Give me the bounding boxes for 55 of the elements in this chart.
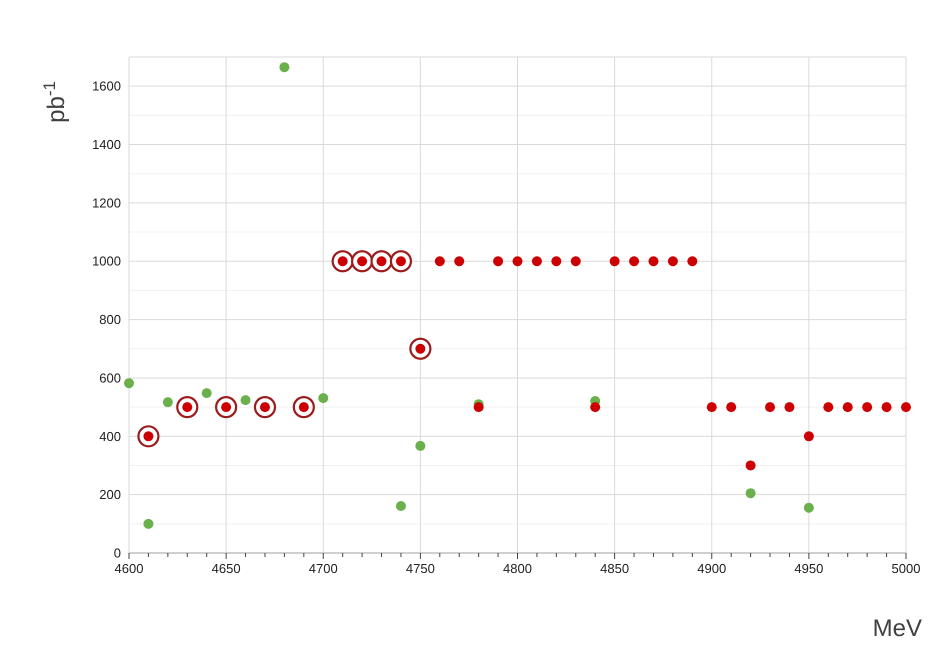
point bbox=[512, 256, 522, 266]
point bbox=[124, 378, 134, 388]
point bbox=[318, 393, 328, 404]
point bbox=[240, 395, 251, 406]
y-tick-label: 600 bbox=[99, 370, 121, 386]
point bbox=[415, 440, 426, 451]
point bbox=[746, 460, 756, 470]
x-tick-label: 4900 bbox=[697, 561, 726, 576]
point bbox=[901, 402, 911, 412]
point bbox=[882, 402, 892, 412]
point bbox=[668, 256, 678, 266]
point bbox=[862, 402, 872, 412]
point bbox=[590, 402, 600, 412]
x-tick-label: 4850 bbox=[600, 561, 630, 576]
point bbox=[687, 256, 698, 266]
y-tick-label: 1600 bbox=[92, 78, 121, 94]
y-tick-label: 1200 bbox=[92, 195, 121, 210]
point bbox=[396, 501, 406, 512]
point bbox=[648, 256, 658, 266]
point bbox=[629, 256, 640, 266]
point bbox=[842, 402, 853, 412]
point bbox=[804, 502, 814, 513]
point bbox=[610, 256, 620, 266]
point bbox=[434, 256, 445, 266]
point bbox=[784, 402, 794, 412]
x-tick-label: 4650 bbox=[212, 561, 241, 576]
x-tick-label: 5000 bbox=[892, 561, 920, 576]
point bbox=[570, 256, 581, 266]
point bbox=[726, 402, 736, 412]
point bbox=[454, 256, 464, 266]
point bbox=[551, 256, 562, 266]
point bbox=[493, 256, 504, 266]
point bbox=[706, 402, 717, 412]
point bbox=[823, 402, 834, 412]
point bbox=[202, 388, 212, 398]
y-tick-label: 400 bbox=[99, 428, 121, 444]
x-tick-label: 4750 bbox=[406, 561, 435, 576]
y-tick-label: 200 bbox=[99, 487, 121, 502]
x-tick-label: 4700 bbox=[308, 561, 338, 576]
point bbox=[532, 256, 542, 266]
x-axis-title: MeV bbox=[872, 615, 922, 642]
x-tick-label: 4950 bbox=[794, 561, 824, 576]
y-tick-label: 1400 bbox=[92, 137, 121, 152]
point bbox=[143, 518, 154, 529]
point bbox=[765, 402, 776, 412]
point bbox=[162, 397, 173, 408]
y-tick-label: 1000 bbox=[92, 254, 121, 269]
point bbox=[746, 488, 756, 498]
point bbox=[279, 62, 290, 72]
x-tick-label: 4600 bbox=[114, 561, 144, 576]
point bbox=[804, 431, 814, 442]
y-tick-label: 800 bbox=[99, 312, 121, 328]
x-tick-label: 4800 bbox=[503, 561, 532, 576]
point bbox=[474, 402, 484, 412]
y-tick-label: 0 bbox=[114, 546, 121, 560]
